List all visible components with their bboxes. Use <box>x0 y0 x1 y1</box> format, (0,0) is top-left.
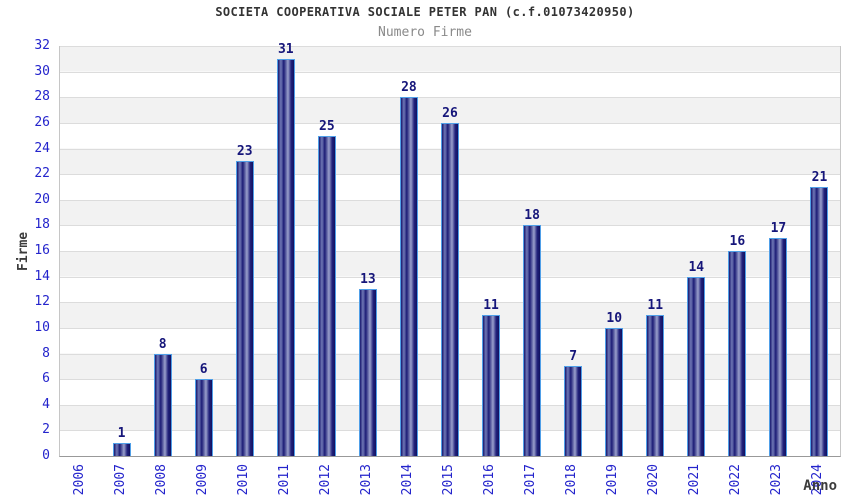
bar-value-label: 6 <box>199 362 208 378</box>
bar-value-label: 18 <box>524 208 540 224</box>
bar-2009 <box>194 379 213 456</box>
bar-2023 <box>769 238 788 456</box>
chart-title: SOCIETA COOPERATIVA SOCIALE PETER PAN (c… <box>215 5 635 19</box>
x-tick-label: 2014 <box>399 464 415 496</box>
y-tick-label: 28 <box>34 89 50 105</box>
plot-area: 1 8 6 23 31 25 13 28 26 11 18 7 10 11 14 16 17 21 <box>59 42 841 457</box>
bar-2016 <box>482 315 501 456</box>
x-tick-label: 2020 <box>646 464 662 496</box>
y-tick-label: 30 <box>34 63 50 79</box>
bar-2010 <box>235 161 254 456</box>
gridline <box>60 97 840 99</box>
y-tick-label: 18 <box>34 217 50 233</box>
x-tick-label: 2013 <box>358 464 374 496</box>
bar-2018 <box>564 366 583 456</box>
bar-2019 <box>605 327 624 456</box>
bar-2024 <box>810 186 829 456</box>
bar-value-label: 25 <box>319 118 335 134</box>
y-tick-label: 22 <box>34 166 50 182</box>
y-tick-label: 26 <box>34 114 50 130</box>
bar-2020 <box>646 315 665 456</box>
bar-value-label: 28 <box>401 80 417 96</box>
bar-2013 <box>358 289 377 456</box>
y-tick-label: 32 <box>34 38 50 53</box>
bar-2007 <box>112 443 131 456</box>
bar-value-label: 17 <box>770 221 787 237</box>
chart-subtitle: Numero Firme <box>378 25 472 40</box>
x-tick-label: 2016 <box>482 464 498 496</box>
bar-value-label: 8 <box>158 336 167 352</box>
bar-2008 <box>153 353 172 456</box>
x-tick-label: 2008 <box>153 464 169 496</box>
bar-2022 <box>728 251 747 456</box>
bar-value-label: 14 <box>688 259 705 275</box>
y-tick-label: 10 <box>34 319 50 335</box>
x-axis-label: Anno <box>803 478 837 494</box>
gridline <box>60 71 840 73</box>
x-tick-label: 2011 <box>276 464 292 496</box>
bar-value-label: 23 <box>236 144 253 160</box>
bar-value-label: 21 <box>811 169 828 185</box>
bar-value-label: 1 <box>117 426 126 442</box>
bar-value-label: 31 <box>277 41 294 57</box>
bar-2015 <box>441 122 459 456</box>
y-tick-label: 24 <box>34 140 50 156</box>
bar-value-label: 10 <box>606 310 623 326</box>
x-tick-label: 2010 <box>235 464 251 496</box>
bar-value-label: 7 <box>569 349 578 365</box>
y-tick-label: 12 <box>34 294 50 310</box>
y-tick-label: 14 <box>34 268 50 284</box>
y-tick-label: 0 <box>42 448 50 463</box>
y-tick-label: 6 <box>42 371 50 387</box>
bar-2021 <box>687 276 706 456</box>
x-tick-label: 2018 <box>564 464 580 496</box>
y-tick-label: 16 <box>34 243 50 258</box>
x-tick-label: 2017 <box>523 464 539 496</box>
bar-2011 <box>276 58 295 456</box>
x-tick-label: 2007 <box>112 464 128 496</box>
y-tick-label: 2 <box>42 422 50 438</box>
x-tick-label: 2022 <box>728 464 744 496</box>
x-tick-label: 2006 <box>71 464 87 496</box>
x-tick-label: 2015 <box>441 464 456 496</box>
bar-2012 <box>317 135 336 456</box>
x-tick-label: 2019 <box>605 464 621 496</box>
y-tick-label: 4 <box>42 396 50 412</box>
bar-value-label: 26 <box>442 105 458 121</box>
y-tick-label: 20 <box>34 191 50 207</box>
x-tick-label: 2021 <box>687 464 703 496</box>
x-tick-label: 2012 <box>317 464 333 496</box>
y-tick-label: 8 <box>42 345 50 361</box>
bar-value-label: 13 <box>360 272 376 288</box>
bar-value-label: 11 <box>483 298 499 314</box>
x-tick-label: 2009 <box>194 464 210 496</box>
gridline <box>60 46 840 47</box>
bar-2017 <box>523 225 542 456</box>
bar-value-label: 11 <box>647 298 664 314</box>
bar-value-label: 16 <box>729 234 746 249</box>
bar-2014 <box>399 97 418 456</box>
x-tick-label: 2023 <box>769 464 785 496</box>
